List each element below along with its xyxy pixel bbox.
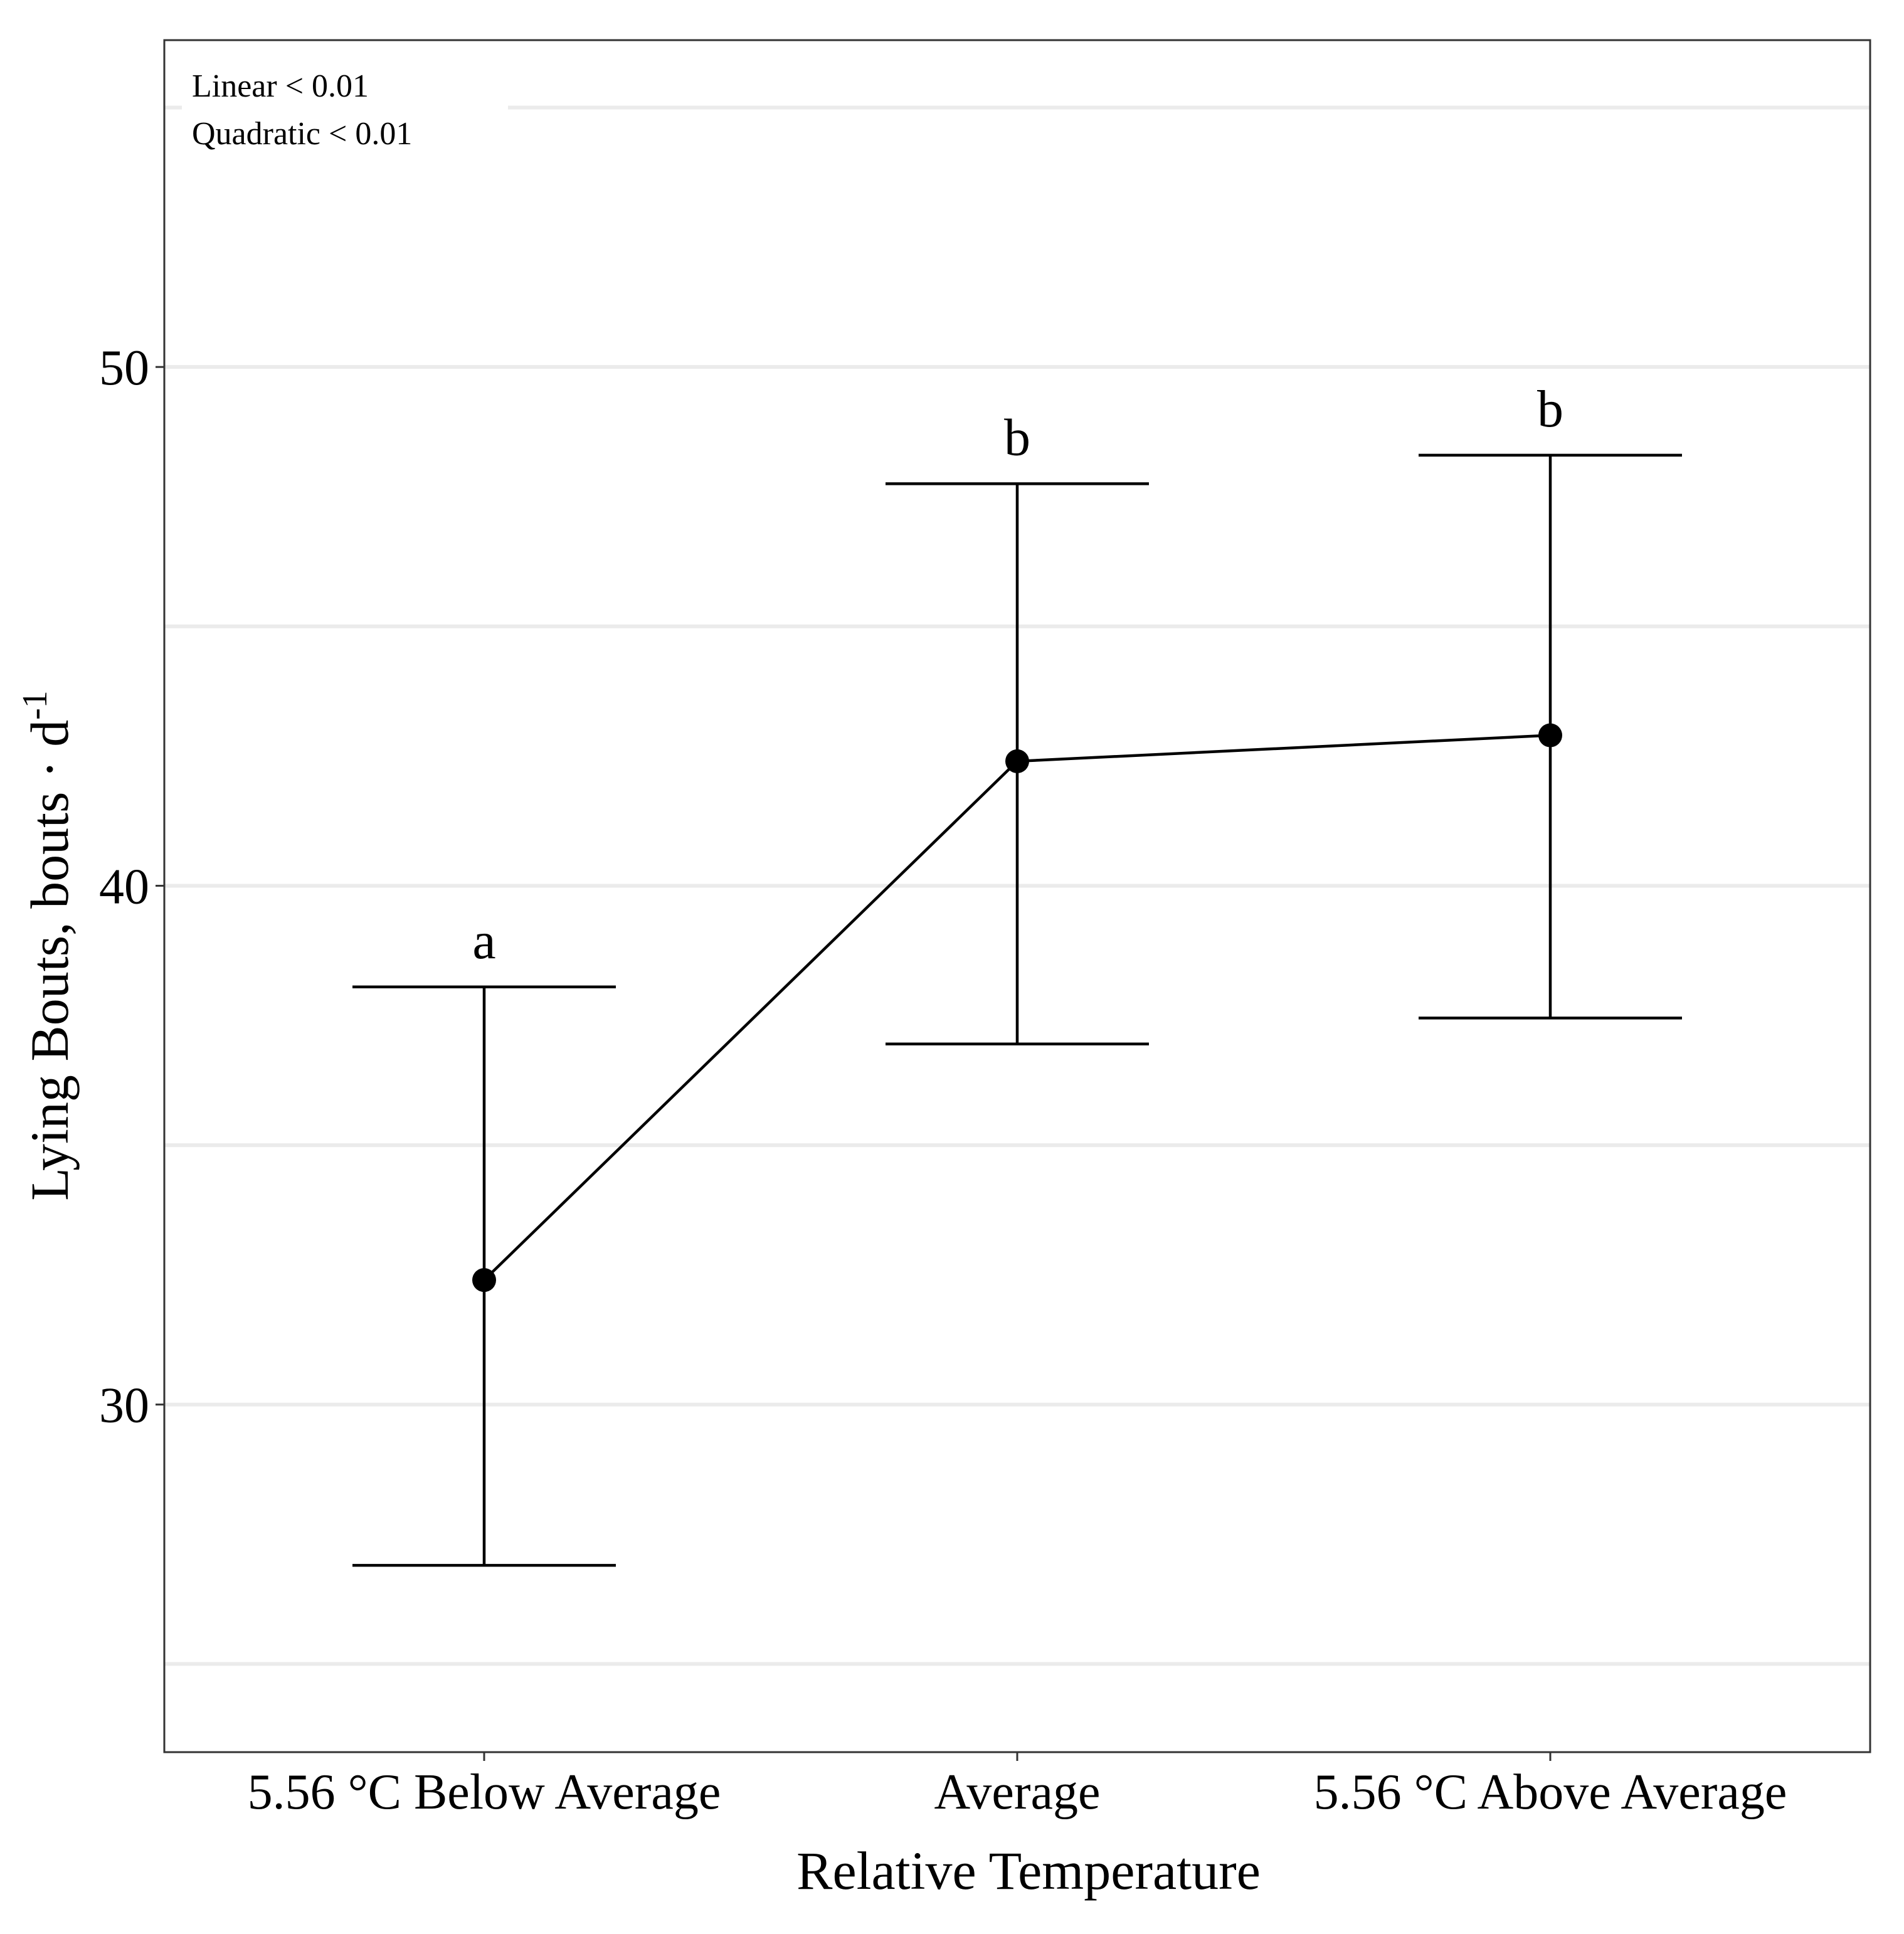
data-point (1538, 723, 1562, 748)
annotation-background (182, 68, 508, 162)
data-point (472, 1268, 496, 1292)
x-axis-title: Relative Temperature (796, 1841, 1261, 1901)
x-tick-label: Average (934, 1765, 1101, 1820)
y-tick-label: 40 (99, 859, 149, 914)
series-layer: a b b (352, 380, 1682, 1567)
annotation-quadratic: Quadratic < 0.01 (192, 116, 412, 152)
data-point (1005, 749, 1029, 773)
series-line-segment (483, 760, 1018, 1281)
x-tick-label: 5.56 °C Below Average (248, 1765, 721, 1820)
annotation-box: Linear < 0.01 Quadratic < 0.01 (182, 68, 508, 162)
annotation-linear: Linear < 0.01 (192, 68, 369, 104)
significance-letter: b (1537, 380, 1563, 438)
significance-letter: b (1004, 408, 1030, 467)
y-axis-title: Lying Bouts, bouts · d-1 (16, 690, 80, 1201)
y-axis-title-superscript: -1 (16, 690, 55, 720)
x-tick-label: 5.56 °C Above Average (1314, 1765, 1787, 1820)
y-tick-label: 50 (99, 341, 149, 396)
y-axis-title-main: Lying Bouts, bouts · d (19, 720, 80, 1201)
series-line-segment (1017, 734, 1551, 763)
gridlines (164, 105, 1870, 1666)
axes: 30 40 50 5.56 °C Below Average Average 5.56 °… (99, 341, 1787, 1820)
significance-letter: a (472, 912, 495, 970)
y-tick-label: 30 (99, 1378, 149, 1434)
